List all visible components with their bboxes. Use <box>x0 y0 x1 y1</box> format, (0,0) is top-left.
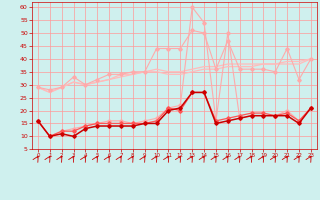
X-axis label: Vent moyen/en rafales ( km/h ): Vent moyen/en rafales ( km/h ) <box>108 171 241 180</box>
